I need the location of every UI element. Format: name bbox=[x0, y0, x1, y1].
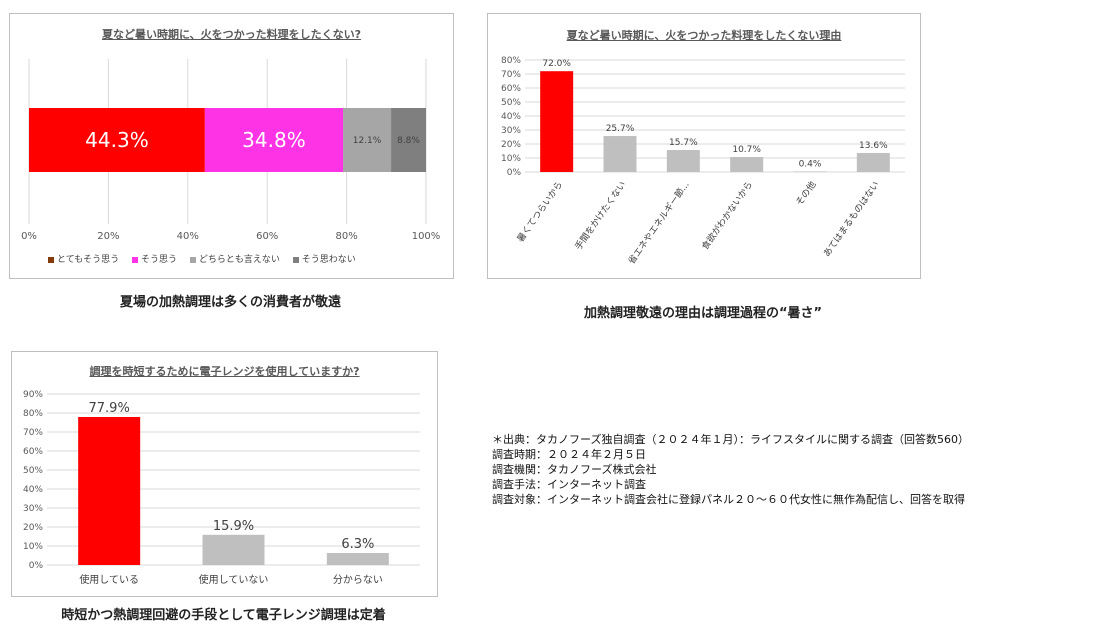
bar bbox=[603, 136, 637, 172]
survey-notes: ＊出典：タカノフーズ独自調査（２０２４年１月）：ライフスタイルに関する調査（回答… bbox=[492, 432, 969, 507]
caption-microwave: 時短かつ熱調理回避の手段として電子レンジ調理は定着 bbox=[61, 608, 386, 623]
legend-swatch bbox=[131, 256, 138, 263]
data-label: 10.7% bbox=[732, 145, 761, 155]
caption-reasons: 加熱調理敬遠の理由は調理過程の“暑さ” bbox=[583, 306, 823, 321]
note-target: 調査対象：インターネット調査会社に登録パネル２０～６０代女性に無作為配信し、回答… bbox=[492, 493, 965, 506]
x-tick-label: 20% bbox=[97, 231, 119, 242]
x-tick-label: 100% bbox=[412, 231, 441, 242]
x-tick-label: 80% bbox=[335, 231, 357, 242]
x-category-label: 分からない bbox=[333, 574, 383, 586]
x-category-label: 使用している bbox=[79, 573, 139, 586]
y-tick-label: 50% bbox=[23, 466, 43, 476]
data-label: 72.0% bbox=[542, 59, 571, 69]
y-tick-label: 40% bbox=[501, 112, 521, 122]
y-tick-label: 10% bbox=[501, 154, 521, 164]
y-tick-label: 60% bbox=[501, 84, 521, 94]
y-tick-label: 30% bbox=[23, 504, 43, 514]
y-tick-label: 50% bbox=[501, 98, 521, 108]
caption-heat-cooking: 夏場の加熱調理は多くの消費者が敬遠 bbox=[119, 295, 341, 310]
x-category-label: その他 bbox=[793, 179, 818, 208]
x-tick-label: 0% bbox=[21, 231, 37, 242]
legend-swatch bbox=[189, 256, 196, 263]
bar bbox=[202, 534, 265, 565]
x-category-label: 使用していない bbox=[199, 573, 269, 586]
y-tick-label: 0% bbox=[507, 168, 522, 178]
bar bbox=[540, 71, 574, 172]
x-tick-label: 60% bbox=[256, 231, 278, 242]
chart-panel-microwave: 調理を時短するために電子レンジを使用していますか? 0% 10% 20% 30% 40%… bbox=[11, 351, 438, 597]
y-tick-label: 70% bbox=[501, 70, 521, 80]
chart-title: 調理を時短するために電子レンジを使用していますか? bbox=[89, 365, 360, 378]
data-label: 0.4% bbox=[799, 159, 822, 169]
x-category-label: 手間をかけたくない bbox=[572, 179, 628, 252]
data-label: 44.3% bbox=[85, 128, 149, 152]
bar bbox=[78, 416, 141, 565]
chart-legend: とてもそう思う そう思う どちらとも言えない そう思わない bbox=[48, 252, 366, 265]
legend-label: そう思わない bbox=[301, 255, 356, 265]
data-label: 15.7% bbox=[669, 138, 698, 148]
y-tick-label: 90% bbox=[23, 390, 43, 400]
x-category-label: 食欲がわかないから bbox=[699, 179, 755, 252]
legend-label: そう思う bbox=[140, 255, 177, 265]
data-label: 34.8% bbox=[242, 128, 306, 152]
bar bbox=[730, 157, 764, 172]
y-tick-label: 70% bbox=[23, 428, 43, 438]
bar-segment bbox=[29, 108, 205, 172]
y-tick-label: 10% bbox=[23, 542, 43, 552]
bar-segment bbox=[391, 108, 426, 172]
bar bbox=[666, 150, 700, 172]
legend-item: そう思う bbox=[131, 252, 177, 265]
microwave-bar-chart: 0% 10% 20% 30% 40% 50% 60% 70% 80% 90% 77.9% 使用している… bbox=[23, 390, 420, 586]
x-tick-label: 40% bbox=[177, 231, 199, 242]
y-tick-label: 0% bbox=[29, 561, 44, 571]
bar bbox=[326, 553, 389, 565]
legend-item: とてもそう思う bbox=[48, 252, 119, 265]
chart-panel-heat-cooking: 夏など暑い時期に、火をつかった料理をしたくない? 0% 20% 40% 60% 80% 1… bbox=[9, 13, 454, 279]
note-source: ＊出典：タカノフーズ独自調査（２０２４年１月）：ライフスタイルに関する調査（回答… bbox=[492, 433, 969, 446]
legend-label: どちらとも言えない bbox=[198, 255, 280, 265]
bar bbox=[793, 171, 827, 172]
y-tick-label: 20% bbox=[501, 140, 521, 150]
note-organization: 調査機関：タカノフーズ株式会社 bbox=[492, 463, 657, 476]
legend-item: そう思わない bbox=[292, 252, 356, 265]
y-tick-label: 80% bbox=[501, 56, 521, 66]
legend-swatch bbox=[48, 256, 54, 263]
data-label: 15.9% bbox=[213, 519, 254, 534]
data-label: 25.7% bbox=[606, 124, 635, 134]
legend-label: とてもそう思う bbox=[57, 255, 120, 265]
y-tick-label: 80% bbox=[23, 409, 43, 419]
data-label: 8.8% bbox=[397, 136, 420, 146]
legend-swatch bbox=[292, 256, 299, 263]
x-category-label: 暑くてつらいから bbox=[515, 179, 565, 244]
note-period: 調査時期：２０２４年２月５日 bbox=[492, 448, 646, 461]
data-label: 12.1% bbox=[353, 136, 382, 146]
reasons-bar-chart: 0% 10% 20% 30% 40% 50% 60% 70% 80% 72.0% 暑くてつらいから 2… bbox=[501, 56, 905, 267]
y-tick-label: 30% bbox=[501, 126, 521, 136]
data-label: 13.6% bbox=[859, 141, 888, 151]
legend-item: どちらとも言えない bbox=[189, 252, 280, 265]
x-category-label: 省エネやエネルギー節... bbox=[625, 179, 691, 267]
bar-segment bbox=[204, 108, 344, 172]
y-tick-label: 40% bbox=[23, 485, 43, 495]
chart-panel-reasons: 夏など暑い時期に、火をつかった料理をしたくない理由 0% 10% 20% 30% 40%… bbox=[487, 13, 921, 279]
stacked-bar-chart: 0% 20% 40% 60% 80% 100% 44.3% 34.8% 12.1% 8.8% bbox=[21, 59, 441, 242]
data-label: 6.3% bbox=[341, 537, 374, 552]
note-method: 調査手法：インターネット調査 bbox=[492, 478, 646, 491]
chart-title: 夏など暑い時期に、火をつかった料理をしたくない? bbox=[101, 28, 362, 41]
y-tick-label: 60% bbox=[23, 447, 43, 457]
bar bbox=[856, 152, 890, 172]
bar-segment bbox=[343, 108, 392, 172]
chart-title: 夏など暑い時期に、火をつかった料理をしたくない理由 bbox=[566, 29, 842, 42]
y-tick-label: 20% bbox=[23, 523, 43, 533]
data-label: 77.9% bbox=[89, 401, 130, 416]
x-category-label: あてはまるものはない bbox=[821, 179, 881, 259]
